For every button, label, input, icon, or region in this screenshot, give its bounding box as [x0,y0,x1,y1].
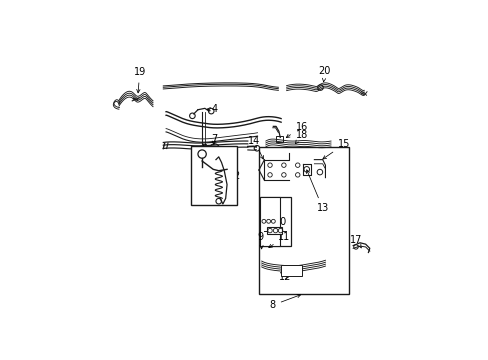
Text: 12: 12 [279,273,291,283]
Text: 18: 18 [295,130,307,144]
Text: 4: 4 [207,104,218,114]
Text: 17: 17 [350,235,362,248]
Bar [276,136,283,143]
Text: 14: 14 [247,136,263,159]
Bar [259,147,348,294]
Text: 15: 15 [322,139,349,159]
Text: 10: 10 [274,213,286,227]
Text: 20: 20 [318,66,330,82]
Bar [260,197,290,246]
Text: 11: 11 [268,232,290,248]
Text: 7: 7 [210,134,217,144]
Text: 3: 3 [219,171,226,189]
Text: 2: 2 [233,163,240,181]
Text: 13: 13 [306,170,328,213]
Text: 9: 9 [257,232,264,249]
Text: 16: 16 [285,122,307,138]
Text: 8: 8 [269,294,300,310]
Bar [260,197,279,246]
Text: 19: 19 [133,67,145,93]
Bar [191,146,236,205]
Text: 6: 6 [200,180,205,190]
Bar [267,227,282,234]
Text: 5: 5 [201,144,213,154]
Bar [281,265,301,276]
Text: 1: 1 [192,157,202,170]
